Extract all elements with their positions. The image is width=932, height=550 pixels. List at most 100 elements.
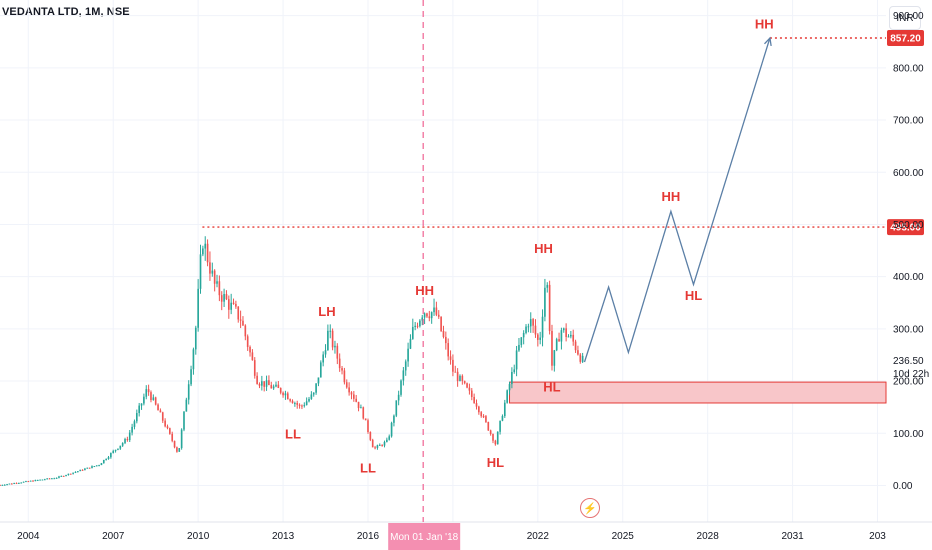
x-tick-label: 2016 bbox=[357, 531, 380, 542]
candle-body bbox=[350, 392, 353, 395]
candle-body bbox=[256, 375, 258, 385]
candle-body bbox=[43, 479, 46, 481]
candle-body bbox=[65, 475, 67, 477]
candle-body bbox=[409, 338, 412, 349]
candle-body bbox=[470, 390, 473, 397]
candle-body bbox=[331, 330, 334, 348]
candle-body bbox=[440, 316, 442, 331]
price-axis: 0.00 100.00 200.00 300.00 400.00 500.00 600.00… bbox=[893, 11, 929, 492]
candle-body bbox=[81, 469, 84, 471]
candle-body bbox=[343, 370, 346, 383]
candle-body bbox=[93, 466, 96, 468]
y-tick-label: 100.00 bbox=[893, 429, 924, 440]
candle-body bbox=[154, 397, 157, 405]
candle-body bbox=[437, 314, 440, 317]
candle-body bbox=[284, 393, 287, 396]
candle-body bbox=[232, 302, 235, 304]
candle-body bbox=[265, 380, 268, 387]
candle-body bbox=[15, 483, 18, 485]
candle-body bbox=[140, 403, 143, 406]
pattern-annotations: LH LL LL HH HL HH HL HH HL HH bbox=[285, 17, 774, 476]
candle-body bbox=[480, 412, 483, 417]
support-zone bbox=[509, 381, 887, 404]
candle-body bbox=[374, 447, 376, 449]
candle-body bbox=[249, 346, 251, 353]
candle-body bbox=[128, 432, 131, 441]
candle-body bbox=[577, 350, 579, 355]
candle-body bbox=[506, 390, 508, 403]
candle-body bbox=[319, 362, 322, 378]
candle-body bbox=[135, 413, 138, 422]
candle-body bbox=[393, 415, 395, 423]
candle-body bbox=[211, 270, 214, 274]
y-tick-label: 900.00 bbox=[893, 11, 924, 22]
candle-body bbox=[435, 307, 438, 315]
support-zone-rect bbox=[509, 381, 887, 404]
lightning-icon[interactable]: ⚡ bbox=[580, 498, 600, 518]
candle-body bbox=[383, 441, 386, 446]
candle-body bbox=[551, 330, 553, 366]
y-tick-label: 800.00 bbox=[893, 63, 924, 74]
candle-body bbox=[407, 348, 409, 362]
candle-body bbox=[303, 405, 306, 407]
candle-body bbox=[58, 476, 60, 478]
candle-body bbox=[570, 334, 572, 337]
resistance-levels: 495.00 857.20 bbox=[202, 30, 924, 236]
candle-body bbox=[29, 480, 32, 482]
candle-body bbox=[253, 360, 256, 376]
pattern-label-ll: LL bbox=[360, 460, 376, 475]
candle-body bbox=[36, 479, 39, 481]
time-axis: 2004 2007 2010 2013 2016 2022 2025 2028 2031 203 bbox=[17, 531, 886, 542]
candle-body bbox=[468, 387, 471, 391]
candle-body bbox=[216, 281, 218, 284]
candle-body bbox=[77, 471, 79, 473]
candle-body bbox=[88, 467, 91, 469]
candle-body bbox=[485, 416, 487, 423]
candle-body bbox=[62, 475, 65, 477]
candle-body bbox=[555, 339, 558, 351]
candle-body bbox=[161, 412, 164, 421]
candle-body bbox=[147, 389, 150, 393]
candle-body bbox=[492, 434, 494, 441]
candle-body bbox=[239, 319, 242, 321]
candle-body bbox=[18, 482, 20, 484]
candle-body bbox=[202, 248, 204, 255]
candle-body bbox=[371, 439, 374, 448]
pattern-label-hh: HH bbox=[415, 283, 434, 298]
candle-body bbox=[3, 484, 6, 486]
candle-body bbox=[537, 334, 539, 340]
candle-body bbox=[541, 316, 544, 338]
currency-button[interactable]: INR bbox=[889, 6, 921, 30]
candle-body bbox=[270, 385, 273, 389]
candle-body bbox=[27, 481, 30, 483]
candle-body bbox=[494, 440, 497, 445]
y-tick-label: 300.00 bbox=[893, 324, 924, 335]
candle-body bbox=[263, 381, 266, 387]
pattern-label-hl: HL bbox=[685, 288, 702, 303]
candle-body bbox=[378, 444, 381, 446]
candle-body bbox=[117, 448, 119, 450]
candle-body bbox=[143, 396, 145, 404]
projection-arrowhead bbox=[764, 36, 772, 47]
candle-body bbox=[456, 371, 459, 382]
candle-body bbox=[242, 320, 244, 326]
projection-path bbox=[583, 36, 772, 363]
y-tick-label: 700.00 bbox=[893, 116, 924, 127]
candle-body bbox=[329, 330, 332, 332]
candle-body bbox=[131, 426, 133, 433]
candle-body bbox=[86, 467, 89, 469]
candle-body bbox=[558, 339, 560, 342]
candle-body bbox=[421, 317, 424, 321]
candle-body bbox=[126, 439, 129, 441]
candle-body bbox=[225, 294, 228, 300]
candle-body bbox=[345, 382, 348, 388]
candle-body bbox=[452, 359, 454, 372]
candle-body bbox=[100, 463, 103, 466]
candle-body bbox=[513, 369, 516, 372]
candle-body bbox=[291, 400, 294, 404]
candle-body bbox=[79, 469, 82, 472]
candle-body bbox=[553, 350, 556, 366]
candle-body bbox=[22, 481, 25, 483]
candles bbox=[0, 236, 584, 486]
